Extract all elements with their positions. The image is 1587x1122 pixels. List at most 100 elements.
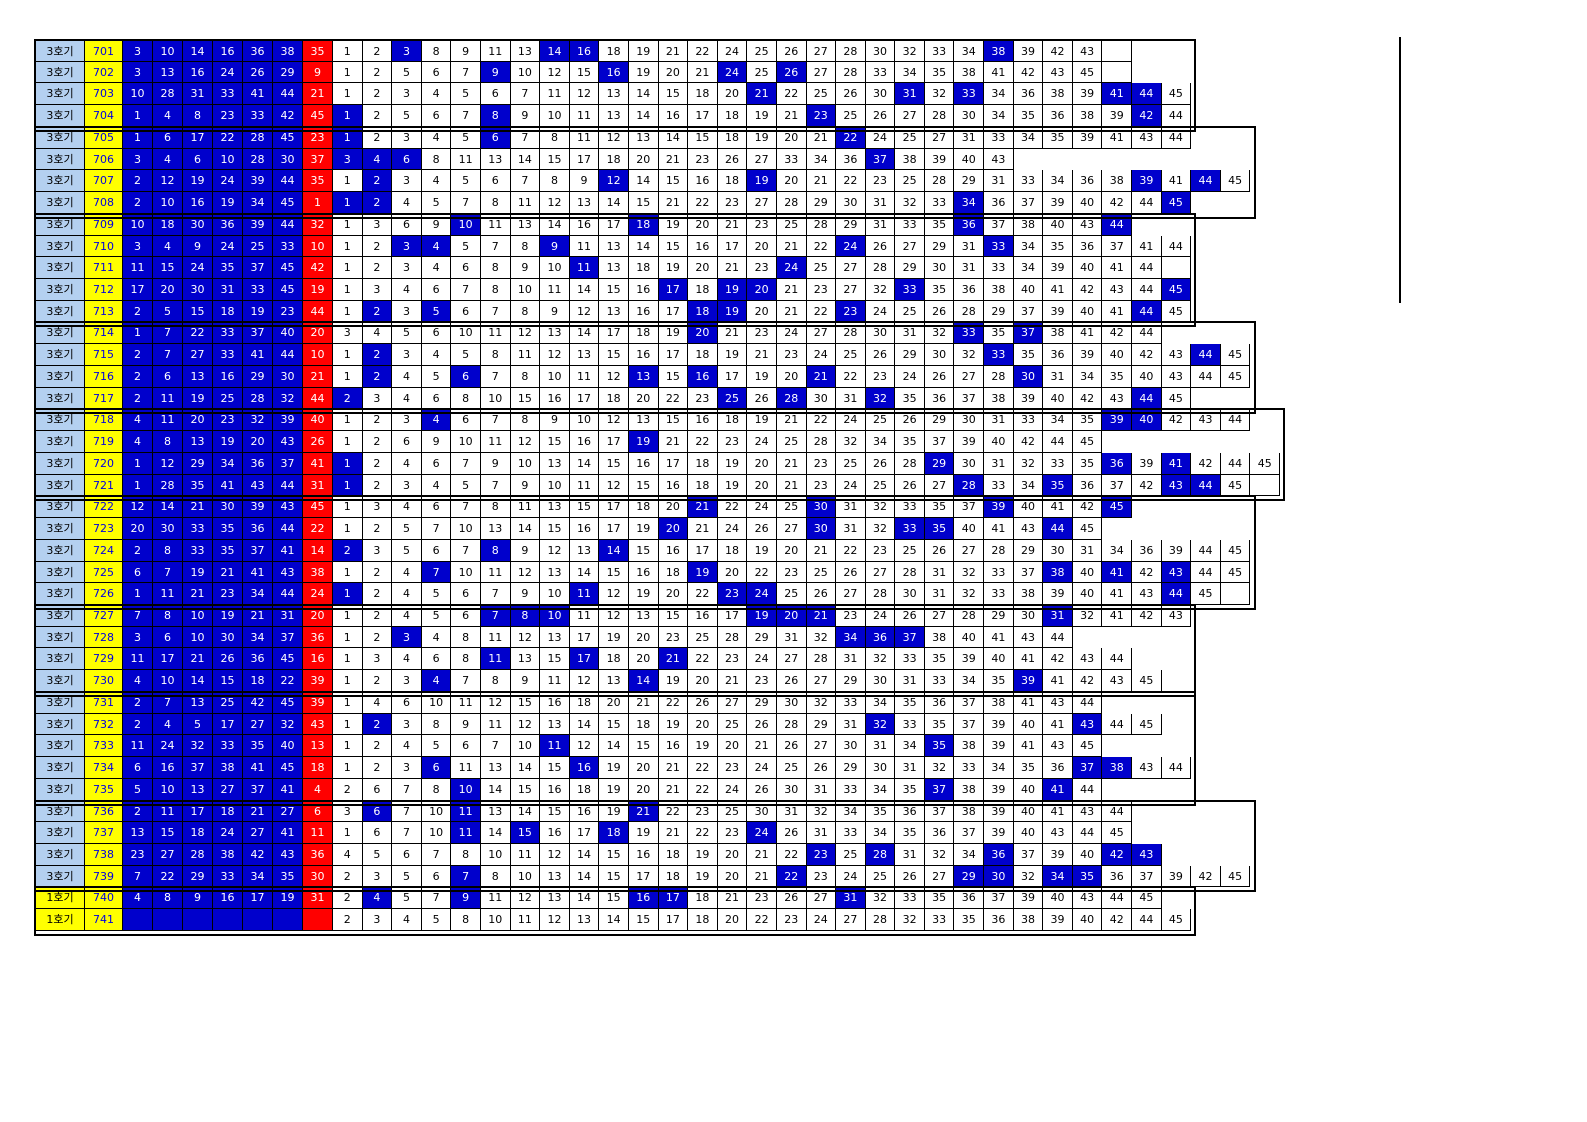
sequence-number-cell[interactable]: 40 bbox=[1132, 409, 1162, 431]
round-number-cell[interactable]: 729 bbox=[85, 648, 123, 670]
sequence-number-cell[interactable]: 2 bbox=[362, 236, 393, 257]
round-number-cell[interactable]: 705 bbox=[85, 127, 123, 149]
sequence-number-cell[interactable]: 25 bbox=[836, 344, 866, 366]
sequence-number-cell[interactable]: 39 bbox=[984, 735, 1014, 757]
winning-number-cell[interactable]: 16 bbox=[213, 887, 243, 909]
sequence-number-cell[interactable]: 9 bbox=[451, 887, 481, 909]
sequence-number-cell[interactable]: 13 bbox=[599, 670, 629, 692]
sequence-number-cell[interactable]: 13 bbox=[480, 518, 511, 540]
sequence-number-cell[interactable]: 16 bbox=[628, 453, 659, 475]
sequence-number-cell[interactable]: 6 bbox=[451, 257, 481, 279]
sequence-number-cell[interactable]: 11 bbox=[510, 844, 541, 866]
sequence-number-cell[interactable]: 16 bbox=[658, 475, 689, 496]
sequence-number-cell[interactable]: 26 bbox=[747, 779, 777, 801]
sequence-number-cell[interactable]: 11 bbox=[540, 83, 570, 105]
sequence-number-cell[interactable]: 3 bbox=[362, 909, 393, 931]
sequence-number-cell[interactable]: 15 bbox=[510, 779, 541, 801]
sequence-number-cell[interactable]: 8 bbox=[510, 409, 541, 431]
sequence-number-cell[interactable]: 36 bbox=[924, 692, 955, 714]
sequence-number-cell[interactable]: 6 bbox=[421, 866, 452, 887]
sequence-number-cell[interactable]: 1 bbox=[333, 40, 363, 62]
sequence-number-cell[interactable]: 25 bbox=[717, 714, 748, 735]
winning-number-cell[interactable]: 18 bbox=[153, 214, 183, 236]
winning-number-cell[interactable]: 12 bbox=[153, 170, 183, 192]
sequence-number-cell[interactable]: 22 bbox=[836, 540, 866, 562]
round-number-cell[interactable]: 720 bbox=[85, 453, 123, 475]
sequence-number-cell[interactable]: 29 bbox=[747, 627, 777, 648]
sequence-number-cell[interactable]: 23 bbox=[836, 301, 866, 322]
sequence-number-cell[interactable]: 4 bbox=[392, 279, 422, 301]
machine-label-cell[interactable]: 3호기 bbox=[35, 149, 85, 170]
sequence-number-cell[interactable]: 24 bbox=[717, 779, 748, 801]
sequence-number-cell[interactable]: 22 bbox=[688, 431, 718, 453]
sequence-number-cell[interactable]: 8 bbox=[451, 909, 481, 931]
sequence-number-cell[interactable]: 32 bbox=[865, 518, 896, 540]
sequence-number-cell[interactable]: 13 bbox=[510, 40, 541, 62]
sequence-number-cell[interactable]: 33 bbox=[895, 279, 925, 301]
sequence-number-cell[interactable]: 19 bbox=[628, 518, 659, 540]
winning-number-cell[interactable]: 42 bbox=[243, 692, 273, 714]
winning-number-cell[interactable]: 8 bbox=[183, 105, 213, 127]
sequence-number-cell[interactable]: 22 bbox=[658, 801, 689, 822]
winning-number-cell[interactable]: 20 bbox=[183, 409, 213, 431]
sequence-number-cell[interactable]: 6 bbox=[451, 301, 481, 322]
sequence-number-cell[interactable]: 7 bbox=[421, 518, 452, 540]
sequence-number-cell[interactable]: 22 bbox=[688, 757, 718, 779]
sequence-number-cell[interactable]: 44 bbox=[1220, 409, 1251, 431]
sequence-number-cell[interactable]: 1 bbox=[333, 409, 363, 431]
sequence-number-cell[interactable]: 19 bbox=[717, 344, 748, 366]
sequence-number-cell[interactable]: 24 bbox=[836, 409, 866, 431]
bonus-number-cell[interactable]: 21 bbox=[303, 83, 333, 105]
sequence-number-cell[interactable]: 16 bbox=[628, 279, 659, 301]
sequence-number-cell[interactable]: 6 bbox=[421, 540, 452, 562]
sequence-number-cell[interactable]: 16 bbox=[658, 540, 689, 562]
sequence-number-cell[interactable]: 8 bbox=[510, 301, 541, 322]
sequence-number-cell[interactable]: 26 bbox=[747, 714, 777, 735]
sequence-number-cell[interactable]: 44 bbox=[1132, 257, 1162, 279]
sequence-number-cell[interactable]: 20 bbox=[776, 127, 807, 149]
winning-number-cell[interactable]: 33 bbox=[213, 83, 243, 105]
sequence-number-cell[interactable]: 3 bbox=[392, 127, 422, 149]
sequence-number-cell[interactable]: 7 bbox=[510, 83, 541, 105]
sequence-number-cell[interactable]: 20 bbox=[717, 909, 748, 931]
sequence-number-cell[interactable]: 39 bbox=[984, 714, 1014, 735]
sequence-number-cell[interactable]: 21 bbox=[658, 822, 689, 844]
winning-number-cell[interactable]: 28 bbox=[183, 844, 213, 866]
round-number-cell[interactable]: 730 bbox=[85, 670, 123, 692]
bonus-number-cell[interactable]: 13 bbox=[303, 735, 333, 757]
winning-number-cell[interactable]: 28 bbox=[243, 127, 273, 149]
sequence-number-cell[interactable]: 44 bbox=[1102, 648, 1133, 670]
sequence-number-cell[interactable]: 31 bbox=[836, 648, 866, 670]
sequence-number-cell[interactable]: 30 bbox=[865, 322, 896, 344]
round-number-cell[interactable]: 710 bbox=[85, 236, 123, 257]
sequence-number-cell[interactable]: 26 bbox=[776, 40, 807, 62]
sequence-number-cell[interactable]: 14 bbox=[480, 779, 511, 801]
sequence-number-cell[interactable]: 10 bbox=[451, 322, 481, 344]
sequence-number-cell[interactable]: 39 bbox=[984, 822, 1014, 844]
sequence-number-cell[interactable]: 1 bbox=[333, 214, 363, 236]
sequence-number-cell[interactable]: 44 bbox=[1072, 822, 1103, 844]
sequence-number-cell[interactable]: 14 bbox=[569, 866, 600, 887]
winning-number-cell[interactable]: 2 bbox=[123, 692, 153, 714]
sequence-number-cell[interactable]: 3 bbox=[392, 714, 422, 735]
sequence-number-cell[interactable]: 43 bbox=[1072, 801, 1103, 822]
machine-label-cell[interactable]: 3호기 bbox=[35, 475, 85, 496]
sequence-number-cell[interactable]: 26 bbox=[747, 388, 777, 409]
sequence-number-cell[interactable]: 39 bbox=[1072, 344, 1103, 366]
sequence-number-cell[interactable]: 3 bbox=[362, 540, 393, 562]
sequence-number-cell[interactable]: 5 bbox=[451, 236, 481, 257]
sequence-number-cell[interactable]: 23 bbox=[747, 887, 777, 909]
sequence-number-cell[interactable]: 21 bbox=[688, 496, 718, 518]
sequence-number-cell[interactable]: 23 bbox=[747, 257, 777, 279]
sequence-number-cell[interactable]: 20 bbox=[658, 62, 689, 83]
winning-number-cell[interactable]: 9 bbox=[183, 236, 213, 257]
winning-number-cell[interactable]: 41 bbox=[273, 779, 303, 801]
sequence-number-cell[interactable]: 24 bbox=[747, 757, 777, 779]
sequence-number-cell[interactable]: 43 bbox=[1161, 475, 1192, 496]
sequence-number-cell[interactable]: 30 bbox=[776, 779, 807, 801]
sequence-number-cell[interactable]: 29 bbox=[836, 757, 866, 779]
sequence-number-cell[interactable]: 1 bbox=[333, 236, 363, 257]
sequence-number-cell[interactable]: 17 bbox=[658, 279, 689, 301]
sequence-number-cell[interactable]: 26 bbox=[865, 453, 896, 475]
sequence-number-cell[interactable]: 21 bbox=[688, 62, 718, 83]
